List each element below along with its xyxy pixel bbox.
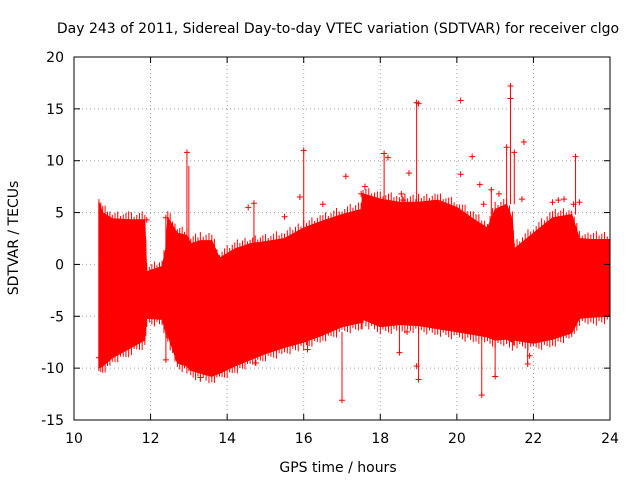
data-point xyxy=(570,201,577,208)
data-point xyxy=(342,173,349,180)
data-layer xyxy=(95,83,611,404)
data-point xyxy=(561,196,568,203)
data-point xyxy=(404,328,411,335)
data-point xyxy=(162,214,169,221)
data-point xyxy=(476,181,483,188)
data-point xyxy=(469,153,476,160)
data-point xyxy=(319,201,326,208)
data-point xyxy=(361,183,368,190)
ticks: 10 12 14 16 18 20 22 24 -15 -10 -5 0 5 10 15 20 xyxy=(41,50,619,447)
data-point xyxy=(406,170,412,177)
x-tick-label: 16 xyxy=(295,431,313,447)
y-tick-label: 10 xyxy=(46,154,64,170)
data-point xyxy=(384,154,391,161)
data-point xyxy=(296,194,303,201)
data-point xyxy=(398,190,405,197)
y-tick-label: -5 xyxy=(50,309,64,325)
data-point xyxy=(488,186,495,193)
data-point xyxy=(568,319,575,326)
chart-title: Day 243 of 2011, Sidereal Day-to-day VTE… xyxy=(57,21,619,37)
data-point xyxy=(526,352,533,359)
y-tick-label: -10 xyxy=(41,361,64,377)
data-point xyxy=(339,397,345,404)
data-point xyxy=(415,376,422,383)
data-point xyxy=(549,199,556,206)
data-point xyxy=(507,95,514,102)
data-point xyxy=(245,204,252,211)
data-point xyxy=(524,360,531,367)
data-point xyxy=(162,356,169,363)
y-tick-label: 0 xyxy=(55,257,64,273)
y-axis-label: SDTVAR / TECUs xyxy=(6,181,22,296)
data-point xyxy=(576,199,583,206)
data-point xyxy=(518,196,525,203)
x-axis-label: GPS time / hours xyxy=(279,460,396,476)
data-point xyxy=(281,213,288,220)
data-point xyxy=(183,149,190,156)
data-point xyxy=(400,197,407,204)
y-tick-label: -15 xyxy=(41,413,64,429)
data-point xyxy=(250,200,257,207)
data-point xyxy=(413,363,420,370)
data-point xyxy=(358,190,365,197)
y-tick-label: 5 xyxy=(55,206,64,222)
data-point xyxy=(457,97,464,104)
data-point xyxy=(396,349,403,356)
data-point xyxy=(492,373,499,380)
x-tick-label: 14 xyxy=(218,431,236,447)
data-point xyxy=(252,359,259,366)
data-point xyxy=(572,153,579,160)
data-point xyxy=(520,139,527,146)
data-point xyxy=(555,197,562,204)
x-tick-label: 10 xyxy=(65,431,83,447)
x-tick-label: 18 xyxy=(371,431,389,447)
x-tick-label: 20 xyxy=(448,431,466,447)
data-point xyxy=(511,149,518,156)
data-point xyxy=(300,147,307,154)
data-point xyxy=(381,150,388,157)
y-tick-label: 20 xyxy=(46,50,64,66)
data-point xyxy=(143,216,150,223)
plot-frame xyxy=(73,56,611,421)
data-point xyxy=(507,83,514,90)
x-tick-label: 12 xyxy=(142,431,160,447)
data-point xyxy=(503,144,510,151)
x-tick-label: 22 xyxy=(525,431,543,447)
data-point xyxy=(478,392,485,399)
data-point xyxy=(415,100,422,107)
y-tick-label: 15 xyxy=(46,102,64,118)
data-point xyxy=(495,190,502,197)
data-point xyxy=(457,171,464,178)
data-point xyxy=(95,354,102,361)
data-point xyxy=(335,319,342,326)
data-point xyxy=(197,374,204,381)
x-tick-label: 24 xyxy=(601,431,619,447)
data-point xyxy=(304,346,311,353)
data-point xyxy=(480,201,487,208)
